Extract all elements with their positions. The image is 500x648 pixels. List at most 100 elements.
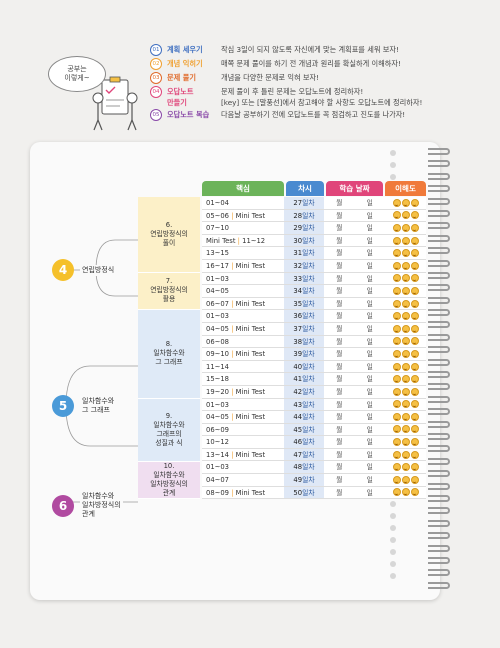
smile-icon[interactable] bbox=[410, 488, 419, 497]
smile-icon[interactable] bbox=[392, 324, 401, 333]
understanding-cell[interactable] bbox=[385, 272, 426, 285]
smile-icon[interactable] bbox=[401, 450, 410, 459]
understanding-cell[interactable] bbox=[385, 385, 426, 398]
understanding-cell[interactable] bbox=[385, 398, 426, 411]
understanding-cell[interactable] bbox=[385, 461, 426, 474]
smile-icon[interactable] bbox=[410, 223, 419, 232]
smile-icon[interactable] bbox=[410, 450, 419, 459]
smile-icon[interactable] bbox=[410, 349, 419, 358]
smile-icon[interactable] bbox=[410, 274, 419, 283]
smile-icon[interactable] bbox=[392, 261, 401, 270]
smile-icon[interactable] bbox=[392, 274, 401, 283]
smile-icon[interactable] bbox=[392, 223, 401, 232]
smile-icon[interactable] bbox=[392, 475, 401, 484]
smile-icon[interactable] bbox=[410, 249, 419, 258]
smile-icon[interactable] bbox=[392, 438, 401, 447]
smile-icon[interactable] bbox=[410, 299, 419, 308]
smile-icon[interactable] bbox=[392, 400, 401, 409]
understanding-cell[interactable] bbox=[385, 222, 426, 234]
understanding-cell[interactable] bbox=[385, 474, 426, 486]
understanding-cell[interactable] bbox=[385, 436, 426, 448]
smile-icon[interactable] bbox=[392, 488, 401, 497]
smile-icon[interactable] bbox=[410, 324, 419, 333]
understanding-cell[interactable] bbox=[385, 360, 426, 373]
smile-icon[interactable] bbox=[410, 261, 419, 270]
smile-icon[interactable] bbox=[410, 312, 419, 321]
understanding-cell[interactable] bbox=[385, 234, 426, 247]
smile-icon[interactable] bbox=[401, 312, 410, 321]
understanding-cell[interactable] bbox=[385, 247, 426, 259]
understanding-cell[interactable] bbox=[385, 423, 426, 436]
smile-icon[interactable] bbox=[401, 211, 410, 220]
smile-icon[interactable] bbox=[410, 475, 419, 484]
smile-icon[interactable] bbox=[401, 223, 410, 232]
understanding-cell[interactable] bbox=[385, 297, 426, 310]
smile-icon[interactable] bbox=[401, 412, 410, 421]
understanding-cell[interactable] bbox=[385, 486, 426, 499]
smile-icon[interactable] bbox=[392, 312, 401, 321]
smile-icon[interactable] bbox=[410, 438, 419, 447]
smile-icon[interactable] bbox=[410, 412, 419, 421]
smile-icon[interactable] bbox=[401, 236, 410, 245]
smile-icon[interactable] bbox=[401, 400, 410, 409]
smile-icon[interactable] bbox=[410, 236, 419, 245]
smile-icon[interactable] bbox=[401, 249, 410, 258]
smile-icon[interactable] bbox=[392, 337, 401, 346]
smile-icon[interactable] bbox=[401, 349, 410, 358]
understanding-cell[interactable] bbox=[385, 259, 426, 272]
smile-icon[interactable] bbox=[401, 198, 410, 207]
smile-icon[interactable] bbox=[410, 286, 419, 295]
smile-icon[interactable] bbox=[410, 463, 419, 472]
smile-icon[interactable] bbox=[401, 425, 410, 434]
smile-icon[interactable] bbox=[392, 387, 401, 396]
smile-icon[interactable] bbox=[392, 362, 401, 371]
smile-icon[interactable] bbox=[392, 249, 401, 258]
smile-icon[interactable] bbox=[410, 362, 419, 371]
smile-icon[interactable] bbox=[410, 400, 419, 409]
smile-icon[interactable] bbox=[401, 438, 410, 447]
smile-icon[interactable] bbox=[392, 299, 401, 308]
smile-icon[interactable] bbox=[410, 198, 419, 207]
smile-icon[interactable] bbox=[401, 362, 410, 371]
smile-icon[interactable] bbox=[392, 236, 401, 245]
smile-icon[interactable] bbox=[410, 425, 419, 434]
smile-icon[interactable] bbox=[401, 286, 410, 295]
understanding-cell[interactable] bbox=[385, 448, 426, 461]
smile-icon[interactable] bbox=[392, 463, 401, 472]
smile-icon[interactable] bbox=[392, 450, 401, 459]
smile-icon[interactable] bbox=[392, 412, 401, 421]
understanding-cell[interactable] bbox=[385, 373, 426, 385]
smile-icon[interactable] bbox=[410, 337, 419, 346]
smile-icon[interactable] bbox=[392, 198, 401, 207]
smile-icon[interactable] bbox=[401, 488, 410, 497]
smile-icon[interactable] bbox=[401, 299, 410, 308]
smile-icon[interactable] bbox=[401, 324, 410, 333]
smile-icon[interactable] bbox=[392, 349, 401, 358]
smile-icon[interactable] bbox=[401, 261, 410, 270]
smile-icon[interactable] bbox=[410, 211, 419, 220]
smile-icon[interactable] bbox=[410, 375, 419, 384]
understanding-cell[interactable] bbox=[385, 335, 426, 348]
understanding-cell[interactable] bbox=[385, 348, 426, 360]
